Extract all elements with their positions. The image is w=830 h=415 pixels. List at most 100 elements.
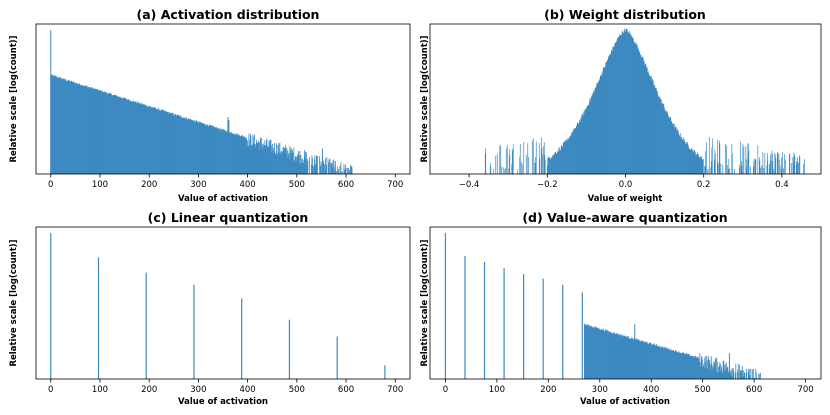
distribution-bar	[587, 325, 589, 379]
distribution-bar	[203, 123, 205, 174]
distribution-bar	[624, 30, 626, 175]
distribution-bar	[279, 151, 281, 174]
distribution-bar	[583, 111, 585, 174]
distribution-bar	[637, 48, 639, 174]
distribution-bar	[162, 109, 164, 174]
distribution-bar	[767, 153, 768, 174]
distribution-bar	[233, 134, 235, 174]
distribution-bar	[560, 145, 562, 174]
distribution-bar	[237, 135, 239, 174]
distribution-bar	[64, 79, 66, 174]
distribution-bar	[349, 169, 350, 174]
distribution-bar	[149, 106, 151, 174]
distribution-bar	[202, 123, 204, 174]
distribution-bar	[613, 45, 615, 174]
distribution-bar	[718, 365, 720, 379]
distribution-bar	[679, 352, 681, 379]
distribution-bar	[268, 145, 270, 174]
x-tick-label: 700	[387, 385, 403, 395]
distribution-bar	[626, 337, 628, 379]
distribution-bar	[744, 372, 746, 379]
x-tick-label: 0	[48, 385, 53, 395]
distribution-bar	[594, 88, 596, 174]
distribution-bar	[138, 103, 140, 174]
distribution-bar	[641, 341, 643, 379]
distribution-bar	[594, 87, 596, 174]
distribution-bar	[758, 373, 760, 379]
distribution-bar	[297, 155, 298, 174]
distribution-bar	[586, 325, 588, 379]
distribution-bar	[670, 118, 672, 174]
distribution-bar	[661, 346, 663, 379]
distribution-bar	[701, 159, 703, 174]
distribution-bar	[714, 153, 716, 174]
distribution-bar	[208, 124, 210, 174]
distribution-bar	[591, 95, 593, 174]
distribution-bar	[742, 370, 744, 379]
distribution-bar	[658, 97, 660, 174]
distribution-bar	[611, 51, 613, 174]
distribution-bar	[672, 125, 674, 174]
distribution-bar	[84, 85, 86, 174]
outlier-bar	[345, 168, 347, 174]
distribution-bar	[535, 163, 537, 174]
distribution-bar	[334, 167, 335, 174]
distribution-bar	[214, 127, 216, 174]
distribution-bar	[622, 335, 624, 379]
distribution-bar	[555, 153, 557, 174]
distribution-bar	[511, 164, 513, 174]
distribution-bar	[649, 76, 651, 174]
distribution-bar	[111, 94, 113, 174]
distribution-bar	[98, 90, 100, 174]
distribution-bar	[745, 368, 747, 379]
distribution-bar	[663, 348, 665, 379]
distribution-bar	[120, 97, 122, 174]
distribution-bar	[296, 160, 297, 174]
distribution-bar	[733, 370, 735, 379]
distribution-bar	[588, 325, 590, 379]
distribution-bar	[588, 326, 590, 379]
distribution-bar	[63, 78, 65, 174]
distribution-bar	[556, 152, 558, 174]
distribution-bar	[688, 148, 690, 174]
distribution-bar	[731, 143, 733, 174]
distribution-bar	[254, 144, 256, 174]
distribution-bar	[611, 50, 613, 174]
distribution-bar	[617, 335, 619, 379]
distribution-bar	[633, 42, 635, 174]
distribution-bar	[75, 83, 77, 174]
distribution-bar	[217, 129, 219, 174]
distribution-bar	[628, 338, 630, 379]
distribution-bar	[241, 135, 243, 174]
distribution-bar	[546, 165, 548, 174]
distribution-bar	[146, 106, 148, 174]
distribution-bar	[84, 86, 86, 174]
distribution-bar	[609, 53, 611, 174]
distribution-bar	[73, 83, 75, 174]
distribution-bar	[97, 90, 99, 174]
distribution-bar	[589, 326, 591, 379]
distribution-bar	[124, 98, 126, 174]
distribution-bar	[187, 119, 189, 174]
panel-c-xlabel: Value of activation	[178, 397, 268, 407]
x-tick-label: 400	[239, 385, 255, 395]
distribution-bar	[506, 144, 508, 174]
distribution-bar	[170, 112, 172, 174]
distribution-bar	[643, 342, 645, 379]
distribution-bar	[619, 34, 621, 175]
distribution-bar	[553, 155, 555, 174]
distribution-bar	[643, 61, 645, 174]
distribution-bar	[675, 350, 677, 379]
distribution-bar	[627, 336, 629, 379]
distribution-bar	[668, 348, 670, 379]
distribution-bar	[277, 152, 279, 174]
distribution-bar	[705, 166, 707, 174]
distribution-bar	[186, 119, 188, 174]
distribution-bar	[647, 343, 649, 379]
distribution-bar	[707, 369, 709, 379]
distribution-bar	[709, 364, 711, 379]
distribution-bar	[58, 77, 60, 174]
x-tick-label: 700	[387, 180, 403, 190]
distribution-bar	[173, 115, 175, 174]
distribution-bar	[596, 83, 598, 174]
